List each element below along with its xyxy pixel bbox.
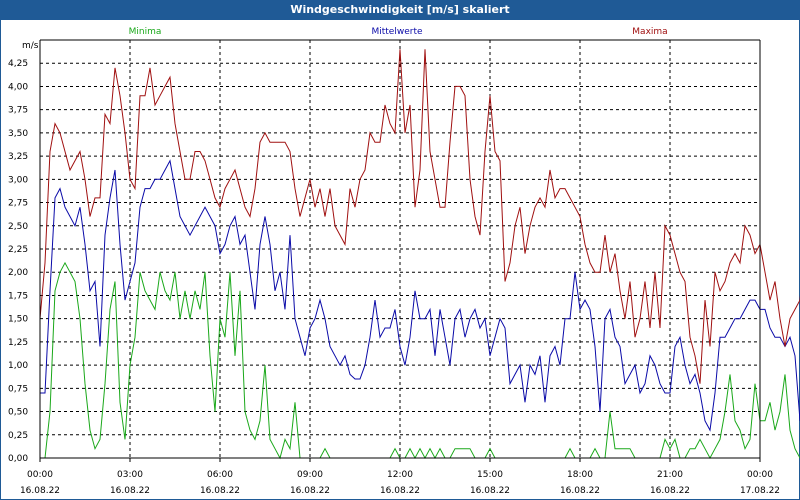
series-line-mean <box>40 159 800 432</box>
y-tick-label: 3,50 <box>8 129 28 139</box>
y-tick-label: 4,25 <box>8 59 28 69</box>
chart-title: Windgeschwindigkeit [m/s] skaliert <box>0 0 800 20</box>
x-tick-date: 16.08.22 <box>110 486 150 496</box>
x-tick-date: 16.08.22 <box>20 486 60 496</box>
y-tick-label: 0,00 <box>8 454 28 464</box>
x-tick-date: 16.08.22 <box>380 486 420 496</box>
legend-min: Minima <box>129 27 162 37</box>
grid-lines <box>40 40 760 458</box>
x-tick-time: 21:00 <box>657 470 683 480</box>
y-tick-label: 3,75 <box>8 106 28 116</box>
x-tick-time: 00:00 <box>27 470 53 480</box>
x-tick-date: 16.08.22 <box>560 486 600 496</box>
series-line-max <box>39 49 800 384</box>
y-axis-label: m/s <box>22 41 39 51</box>
y-tick-label: 1,00 <box>8 361 28 371</box>
x-tick-date: 16.08.22 <box>200 486 240 496</box>
y-tick-label: 1,75 <box>8 291 28 301</box>
legend: Minima Mittelwerte Maxima <box>129 27 668 37</box>
y-tick-label: 2,50 <box>8 222 28 232</box>
x-tick-time: 12:00 <box>387 470 413 480</box>
x-tick-time: 18:00 <box>567 470 593 480</box>
y-tick-label: 3,25 <box>8 152 28 162</box>
x-tick-time: 03:00 <box>117 470 143 480</box>
y-tick-label: 2,75 <box>8 199 28 209</box>
x-tick-time: 09:00 <box>297 470 323 480</box>
y-tick-label: 0,25 <box>8 431 28 441</box>
y-tick-label: 2,25 <box>8 245 28 255</box>
y-tick-label: 4,00 <box>8 82 28 92</box>
x-tick-time: 00:00 <box>747 470 773 480</box>
y-tick-label: 1,25 <box>8 338 28 348</box>
y-tick-label: 1,50 <box>8 315 28 325</box>
x-tick-date: 16.08.22 <box>650 486 690 496</box>
x-tick-time: 06:00 <box>207 470 233 480</box>
series-layer <box>39 49 800 460</box>
legend-mean: Mittelwerte <box>371 27 422 37</box>
x-tick-date: 16.08.22 <box>290 486 330 496</box>
x-tick-date: 17.08.22 <box>740 486 780 496</box>
y-tick-label: 0,50 <box>8 408 28 418</box>
x-tick-time: 15:00 <box>477 470 503 480</box>
y-tick-label: 3,00 <box>8 175 28 185</box>
axes: 0,00 0,25 0,50 0,75 1,00 1,25 1,50 1,75 2,00 2,25… <box>8 39 780 496</box>
legend-max: Maxima <box>632 27 667 37</box>
y-tick-label: 0,75 <box>8 384 28 394</box>
y-tick-label: 2,00 <box>8 268 28 278</box>
x-tick-date: 16.08.22 <box>470 486 510 496</box>
